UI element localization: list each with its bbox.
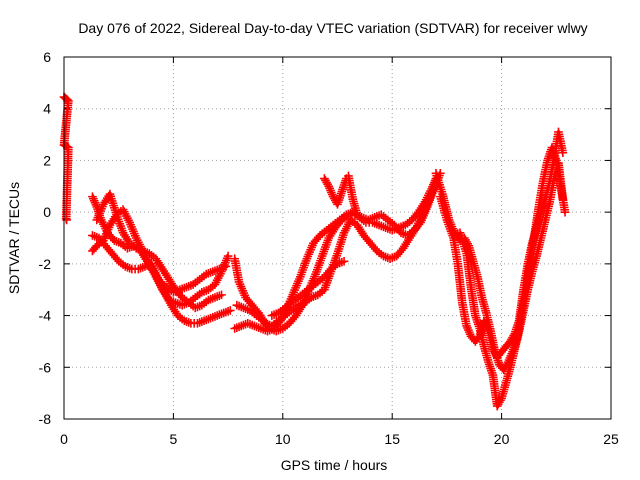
chart-title: Day 076 of 2022, Sidereal Day-to-day VTE… bbox=[78, 20, 587, 36]
axis-ticks bbox=[63, 56, 612, 420]
y-tick-label: 0 bbox=[43, 204, 51, 220]
plot-frame bbox=[63, 56, 612, 420]
data-point bbox=[223, 251, 233, 261]
data-point bbox=[217, 290, 226, 300]
data-point bbox=[560, 207, 570, 217]
x-tick-label: 5 bbox=[170, 431, 178, 447]
x-tick-label: 15 bbox=[384, 431, 400, 447]
y-tick-label: 2 bbox=[43, 152, 51, 168]
x-axis-label: GPS time / hours bbox=[281, 457, 388, 473]
y-tick-label: 4 bbox=[43, 101, 51, 117]
data-point bbox=[225, 306, 235, 315]
y-axis-label: SDTVAR / TECUs bbox=[6, 182, 22, 294]
x-tick-labels: 0 5 10 15 20 25 bbox=[60, 431, 619, 447]
y-tick-label: -8 bbox=[39, 411, 52, 427]
y-tick-label: -4 bbox=[39, 308, 52, 324]
x-tick-label: 0 bbox=[60, 431, 68, 447]
x-tick-label: 25 bbox=[603, 431, 619, 447]
y-tick-label: -6 bbox=[39, 359, 52, 375]
data-point bbox=[558, 194, 568, 204]
data-points bbox=[59, 92, 570, 411]
data-point bbox=[339, 256, 349, 266]
y-tick-label: -2 bbox=[39, 256, 52, 272]
y-tick-label: 6 bbox=[43, 49, 51, 65]
data-point bbox=[558, 148, 568, 157]
y-tick-labels: -8 -6 -4 -2 0 2 4 6 bbox=[39, 49, 52, 427]
data-point bbox=[352, 210, 362, 220]
x-tick-label: 10 bbox=[275, 431, 291, 447]
grid-lines bbox=[64, 57, 611, 419]
x-tick-label: 20 bbox=[494, 431, 510, 447]
